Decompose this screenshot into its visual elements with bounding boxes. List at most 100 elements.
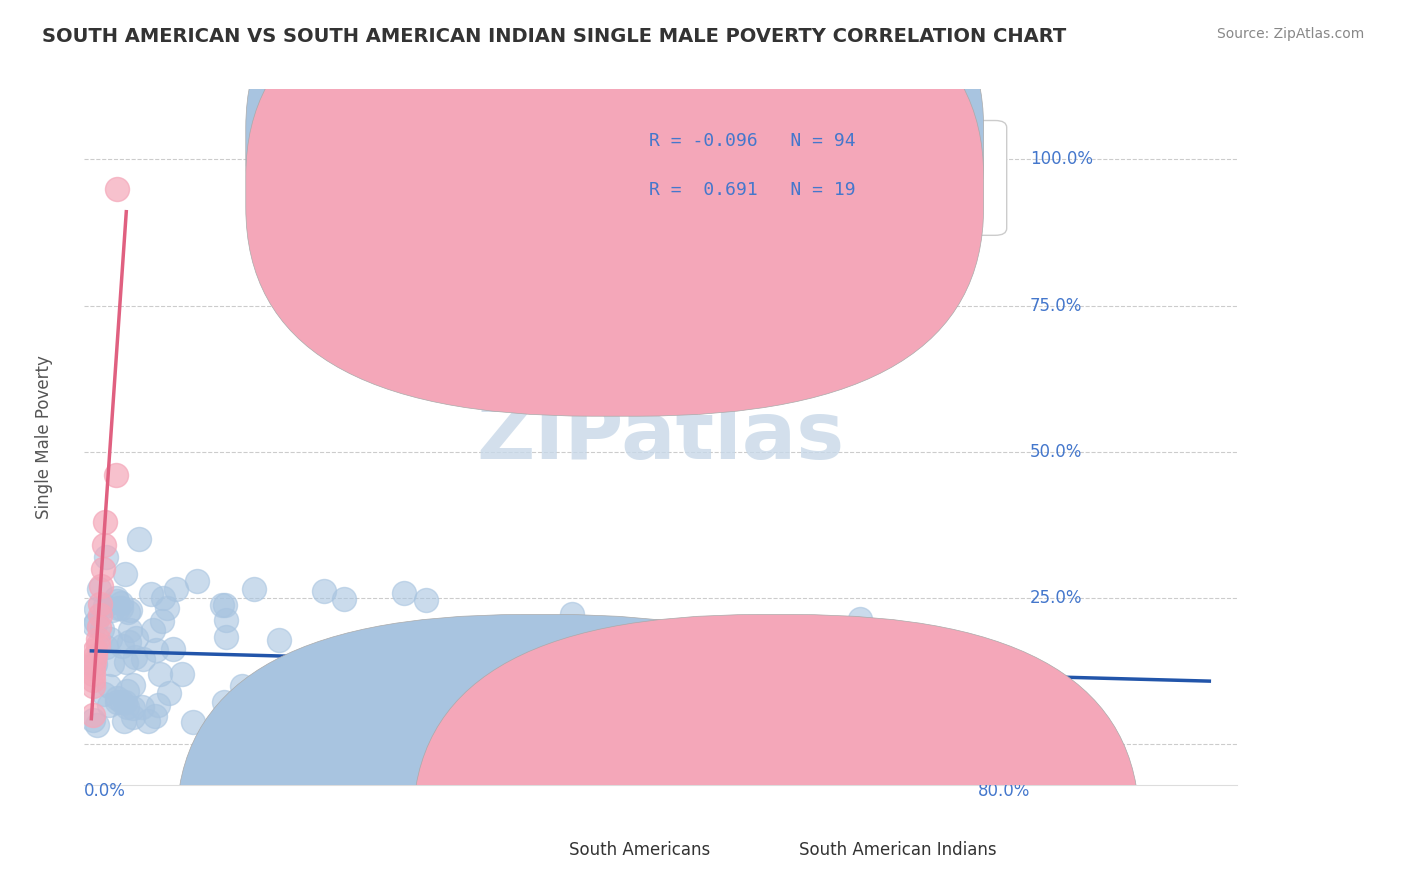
Point	[212, 695, 235, 709]
Point	[128, 533, 150, 547]
Point	[125, 631, 148, 645]
Point	[294, 679, 316, 693]
Point	[242, 582, 264, 596]
Text: 50.0%: 50.0%	[1029, 442, 1083, 460]
Point	[105, 468, 128, 483]
Point	[82, 679, 104, 693]
Point	[84, 657, 107, 671]
Point	[91, 622, 114, 636]
Point	[110, 601, 132, 615]
Point	[124, 649, 146, 664]
Point	[308, 680, 330, 694]
Point	[136, 714, 159, 729]
Point	[83, 655, 105, 669]
Point	[91, 561, 114, 575]
Text: South Americans: South Americans	[568, 840, 710, 859]
Point	[84, 643, 107, 657]
Point	[145, 642, 167, 657]
Point	[229, 718, 252, 732]
Point	[94, 599, 117, 614]
Point	[215, 613, 238, 627]
Point	[115, 684, 138, 698]
FancyBboxPatch shape	[568, 120, 1007, 235]
Point	[619, 718, 641, 732]
Text: SOUTH AMERICAN VS SOUTH AMERICAN INDIAN SINGLE MALE POVERTY CORRELATION CHART: SOUTH AMERICAN VS SOUTH AMERICAN INDIAN …	[42, 27, 1066, 45]
Point	[89, 608, 111, 623]
Point	[156, 601, 179, 615]
Text: 75.0%: 75.0%	[1029, 296, 1083, 315]
Point	[333, 591, 356, 606]
Point	[152, 591, 174, 606]
Point	[120, 624, 142, 638]
Point	[436, 709, 458, 723]
Point	[523, 643, 546, 657]
Point	[401, 652, 423, 666]
Point	[96, 549, 118, 564]
Point	[581, 714, 603, 729]
Point	[84, 602, 107, 616]
Point	[107, 600, 129, 615]
Point	[314, 584, 336, 599]
Point	[84, 615, 107, 629]
Point	[131, 699, 153, 714]
Text: 80.0%: 80.0%	[977, 782, 1029, 800]
Text: R = -0.096   N = 94: R = -0.096 N = 94	[650, 132, 856, 151]
Point	[82, 666, 104, 681]
Point	[415, 593, 437, 607]
Point	[254, 716, 277, 731]
Point	[186, 574, 208, 589]
Point	[121, 700, 143, 714]
Point	[89, 582, 111, 596]
Point	[93, 687, 115, 701]
Point	[374, 702, 396, 716]
Point	[86, 718, 108, 732]
Point	[592, 621, 614, 635]
Point	[105, 690, 128, 705]
Point	[112, 714, 135, 728]
Point	[157, 686, 180, 700]
Point	[97, 698, 120, 712]
Text: ZIPatlas: ZIPatlas	[477, 398, 845, 476]
Point	[105, 594, 128, 608]
Point	[82, 673, 104, 687]
Point	[110, 596, 132, 610]
Point	[84, 649, 107, 664]
FancyBboxPatch shape	[413, 615, 1139, 892]
Point	[172, 667, 194, 681]
Point	[82, 707, 104, 722]
Point	[392, 586, 415, 600]
Point	[142, 623, 165, 637]
Point	[105, 181, 128, 195]
Point	[322, 716, 344, 731]
Point	[231, 679, 253, 693]
Point	[87, 632, 110, 646]
Point	[94, 640, 117, 655]
Point	[82, 658, 104, 673]
Text: 100.0%: 100.0%	[1029, 151, 1092, 169]
Point	[215, 631, 238, 645]
Point	[111, 695, 134, 709]
Text: Single Male Poverty: Single Male Poverty	[35, 355, 53, 519]
Text: South American Indians: South American Indians	[799, 840, 997, 859]
Text: 25.0%: 25.0%	[1029, 589, 1083, 607]
Point	[98, 680, 121, 694]
Point	[918, 641, 941, 656]
Point	[644, 693, 666, 707]
Point	[131, 652, 153, 666]
Point	[146, 698, 169, 712]
Point	[150, 615, 173, 629]
Point	[399, 666, 422, 681]
Point	[114, 695, 136, 709]
Point	[121, 678, 143, 692]
Point	[114, 567, 136, 582]
Point	[214, 599, 236, 613]
Point	[94, 515, 117, 529]
Point	[90, 579, 112, 593]
Point	[104, 591, 127, 606]
Point	[849, 612, 872, 626]
Point	[666, 696, 689, 710]
Point	[82, 661, 104, 675]
Point	[247, 711, 270, 725]
Point	[89, 597, 111, 611]
Text: R =  0.691   N = 19: R = 0.691 N = 19	[650, 181, 856, 199]
